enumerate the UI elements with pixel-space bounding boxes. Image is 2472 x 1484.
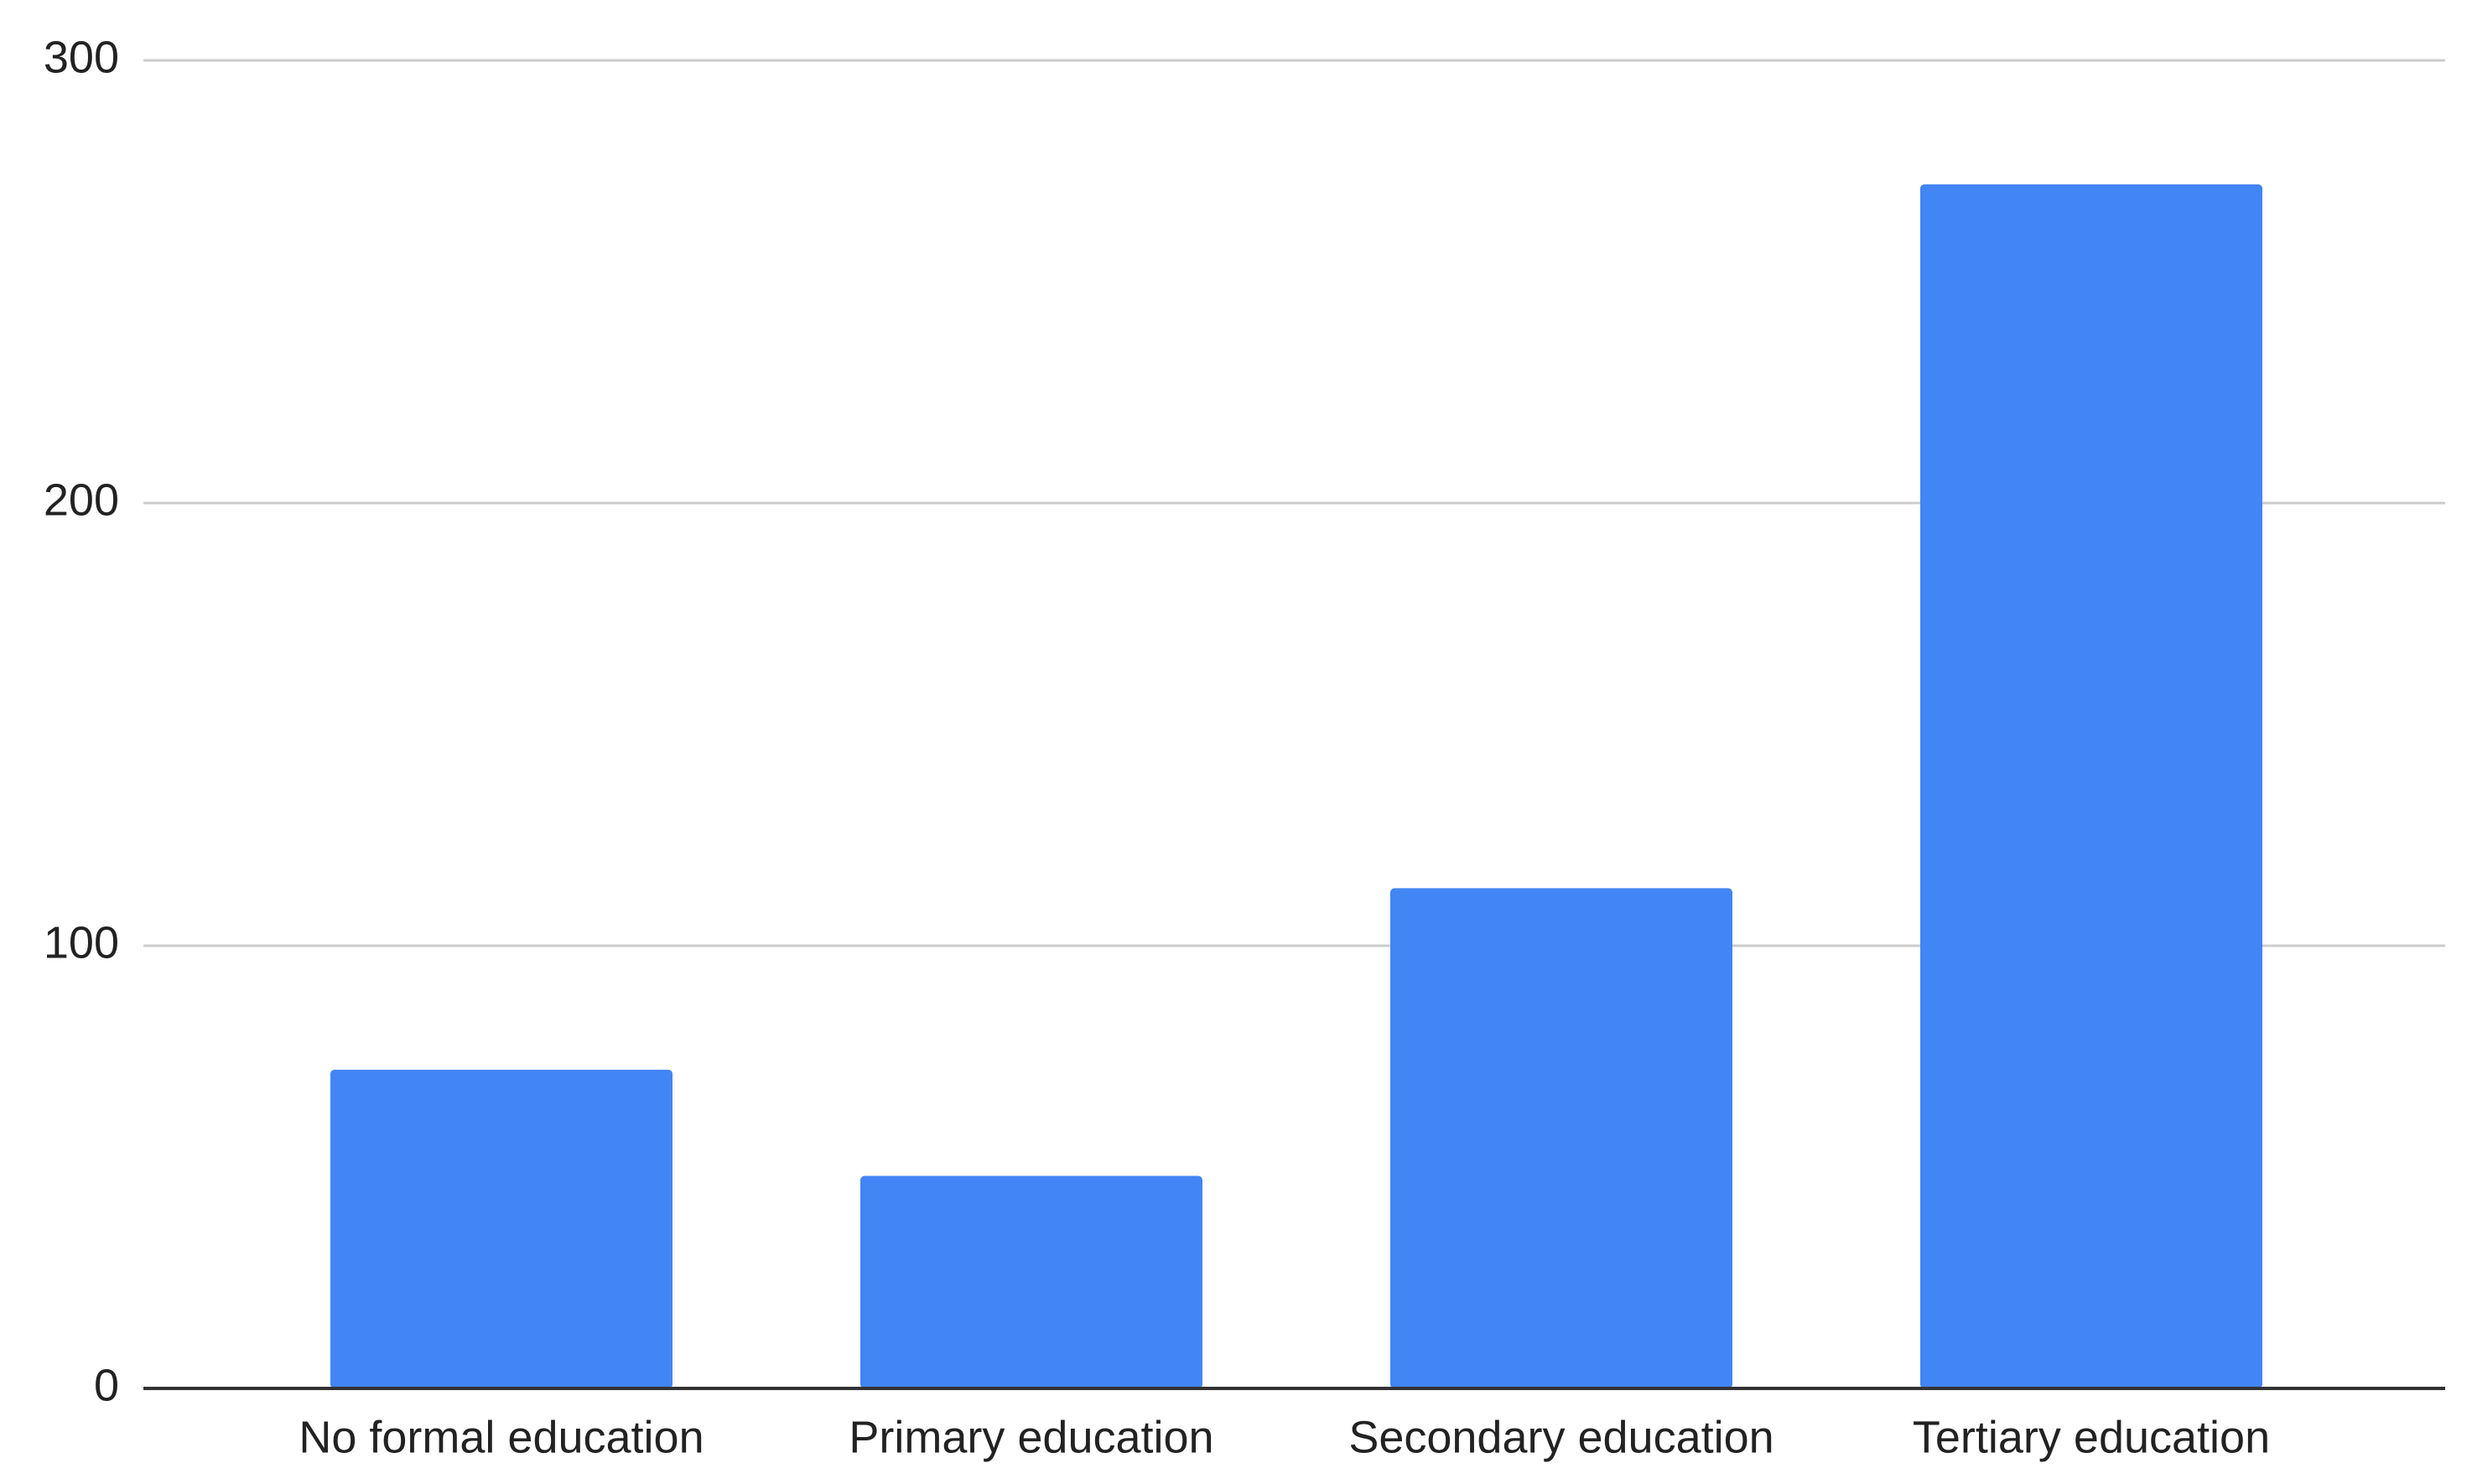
bar — [1920, 184, 2262, 1389]
x-tick-label: No formal education — [299, 1412, 704, 1462]
y-tick-label: 300 — [44, 32, 119, 82]
bar — [330, 1069, 673, 1388]
y-tick-label: 200 — [44, 475, 119, 525]
y-tick-label: 100 — [44, 917, 119, 968]
x-tick-label: Primary education — [849, 1412, 1213, 1462]
bar — [860, 1175, 1202, 1388]
x-tick-label: Tertiary education — [1913, 1412, 2270, 1462]
y-tick-label: 0 — [94, 1360, 119, 1410]
bar — [1390, 888, 1732, 1388]
x-tick-label: Secondary education — [1348, 1412, 1774, 1462]
